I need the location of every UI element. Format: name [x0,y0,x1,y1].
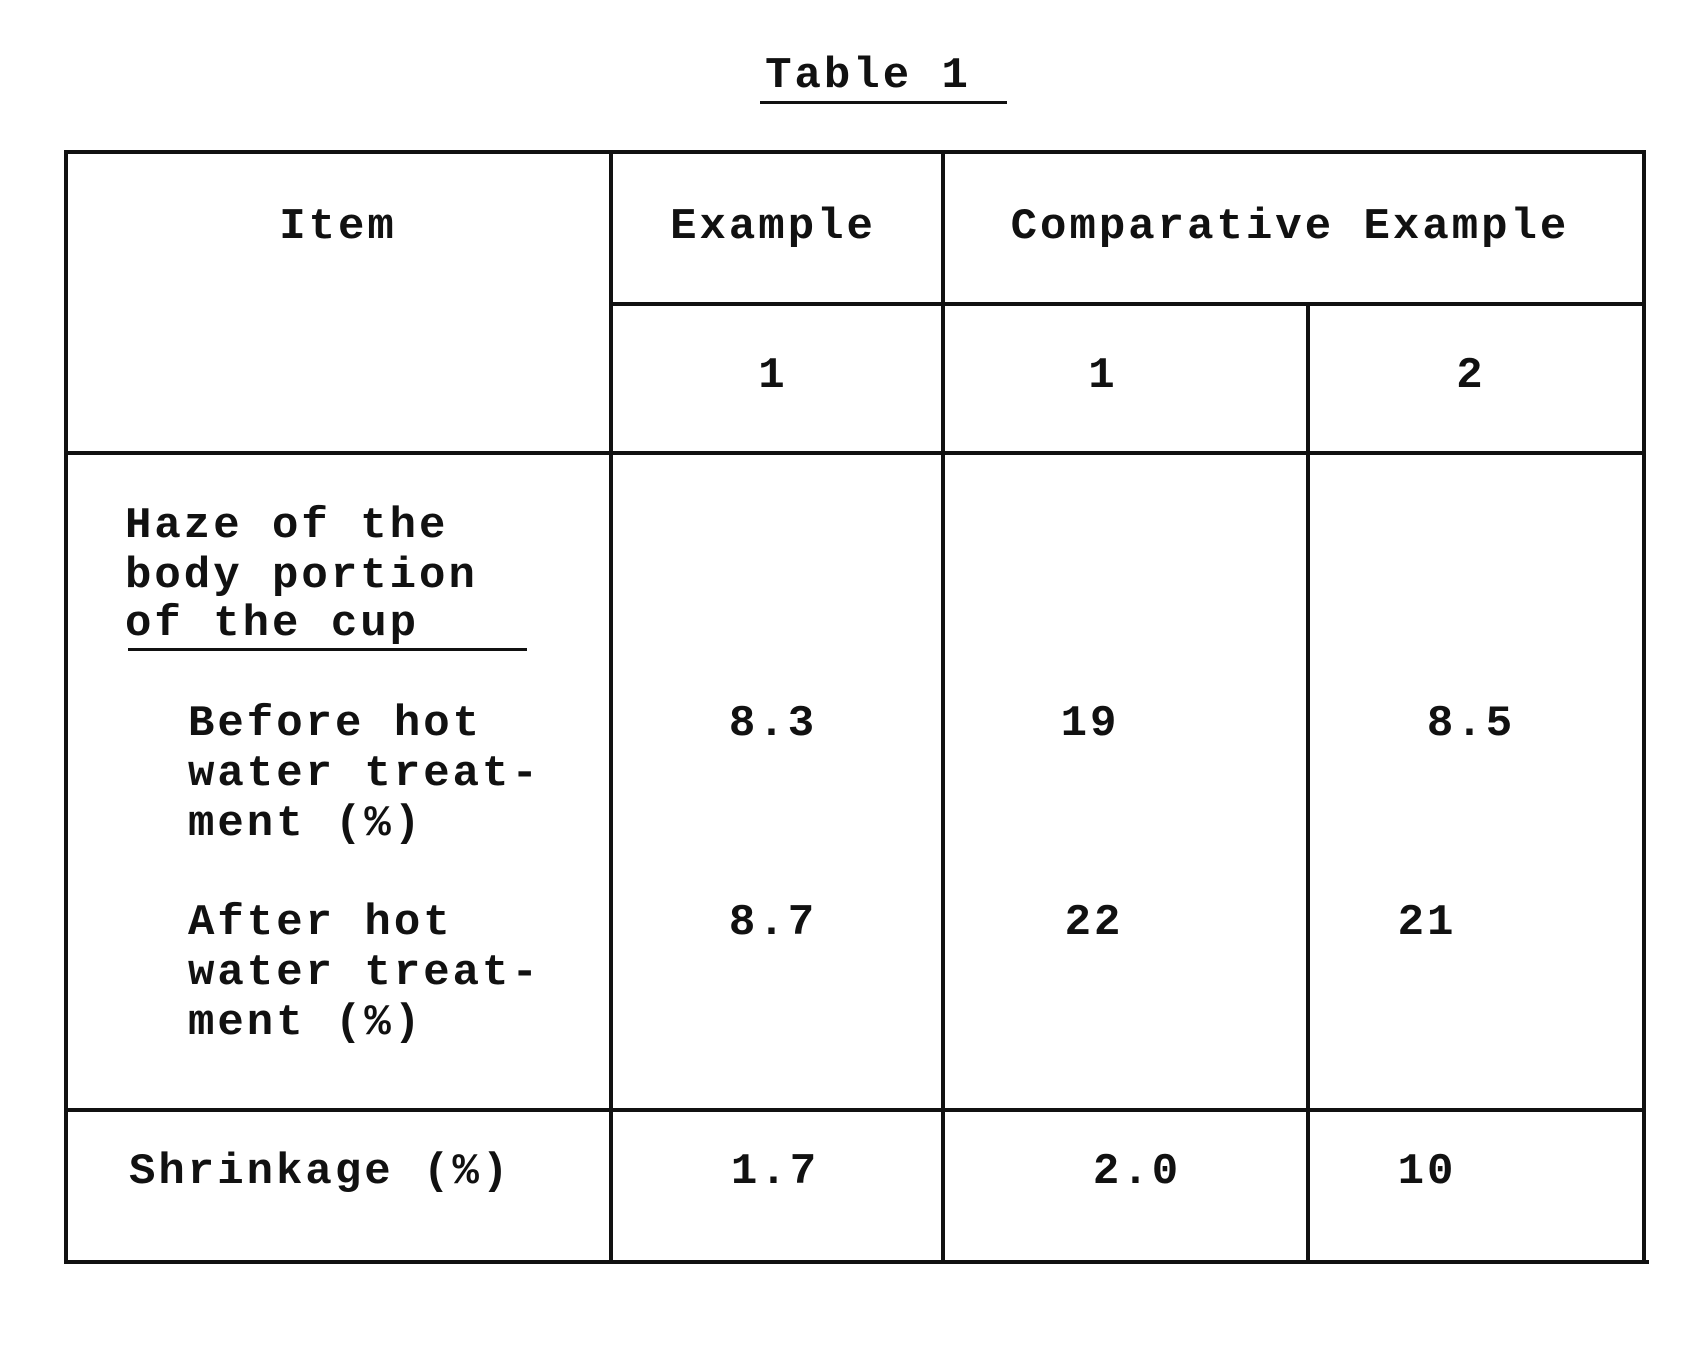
cell-value: 22 [1065,898,1124,948]
col-divider-2 [941,150,945,1264]
header-comparative-example: Comparative Example [1011,202,1570,252]
table-border-top [65,150,1645,154]
subheader-comparative-1: 1 [1088,351,1117,401]
cell-value: 21 [1398,898,1457,948]
header-bottom [65,451,1645,455]
group-label: body portion [125,551,478,601]
row-label-before: Before hot [188,699,482,749]
row-label-after: After hot [188,898,453,948]
table-title: Table 1 [765,51,971,101]
table-border-bottom [65,1260,1649,1264]
header-item: Item [279,202,397,252]
row-divider [65,1108,1645,1112]
col-divider-3 [1306,302,1310,1264]
row-label-after: ment (%) [188,998,423,1048]
cell-value: 2.0 [1093,1147,1181,1197]
col-divider-1 [609,150,613,1264]
cell-value: 19 [1061,699,1120,749]
subheader-example-1: 1 [758,351,787,401]
header-divider [609,302,1645,306]
header-example: Example [670,202,876,252]
group-label: of the cup [125,599,419,649]
row-label-before: water treat- [188,749,541,799]
cell-value: 8.7 [729,898,817,948]
group-label-underline [128,648,527,651]
cell-value: 10 [1398,1147,1457,1197]
row-label-shrinkage: Shrinkage (%) [129,1147,511,1197]
row-label-after: water treat- [188,948,541,998]
title-underline [760,101,1007,104]
cell-value: 8.3 [729,699,817,749]
cell-value: 1.7 [731,1147,819,1197]
cell-value: 8.5 [1427,699,1515,749]
table-border-right [1642,150,1646,1264]
group-label: Haze of the [125,501,448,551]
row-label-before: ment (%) [188,799,423,849]
subheader-comparative-2: 2 [1456,351,1485,401]
table-border-left [64,150,68,1264]
